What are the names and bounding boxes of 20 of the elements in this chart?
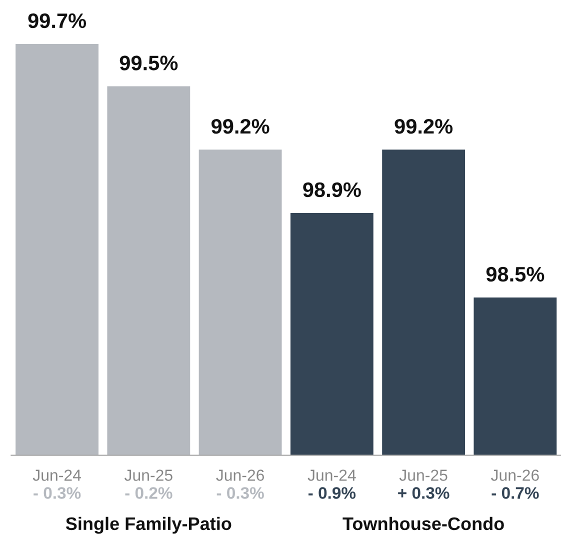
annotation: + 0.3% bbox=[398, 487, 450, 499]
series-label: Townhouse-Condo bbox=[342, 516, 504, 530]
x-tick-label: Jun-25 bbox=[124, 470, 172, 481]
data-label: 99.5% bbox=[120, 56, 178, 70]
data-label: 98.9% bbox=[303, 182, 361, 198]
data-label: 98.5% bbox=[486, 266, 544, 282]
annotation: - 0.3% bbox=[34, 487, 81, 499]
annotation: - 0.9% bbox=[308, 487, 356, 499]
x-tick-label: Jun-24 bbox=[32, 470, 81, 481]
x-tick-label: Jun-25 bbox=[399, 470, 448, 481]
data-label: 99.7% bbox=[28, 13, 86, 28]
annotation: - 0.7% bbox=[492, 487, 539, 499]
annotation: - 0.2% bbox=[125, 487, 172, 499]
data-label: 99.2% bbox=[211, 119, 270, 134]
x-tick-label: Jun-24 bbox=[308, 470, 356, 481]
series-label: Single Family-Patio bbox=[66, 516, 232, 534]
x-tick-label: Jun-26 bbox=[216, 470, 264, 481]
data-label: 99.2% bbox=[394, 119, 453, 134]
x-tick-label: Jun-26 bbox=[491, 470, 539, 481]
annotation: - 0.3% bbox=[216, 487, 264, 499]
